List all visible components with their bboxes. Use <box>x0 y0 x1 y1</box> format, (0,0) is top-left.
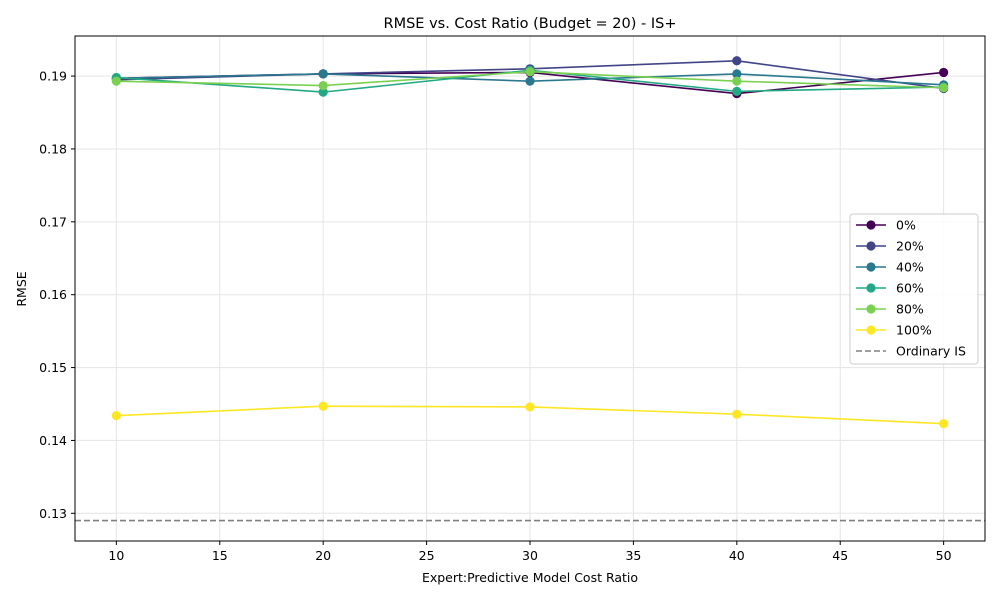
legend-marker <box>866 262 876 272</box>
x-tick-label: 20 <box>315 548 331 563</box>
legend-label: 80% <box>896 302 924 317</box>
legend-marker <box>866 220 876 230</box>
legend-box <box>849 213 979 365</box>
legend-label: 100% <box>896 323 932 338</box>
legend-marker <box>866 304 876 314</box>
legend-label: 0% <box>896 218 916 233</box>
y-tick-label: 0.17 <box>39 214 67 229</box>
legend-label: 40% <box>896 260 924 275</box>
x-tick-label: 25 <box>419 548 435 563</box>
data-point <box>732 86 742 96</box>
y-tick-label: 0.18 <box>39 141 67 156</box>
legend: 0% 20% 40% 60% 80% 100% Ordinary IS <box>849 213 979 365</box>
x-axis-label: Expert:Predictive Model Cost Ratio <box>422 570 638 585</box>
chart-title: RMSE vs. Cost Ratio (Budget = 20) - IS+ <box>384 16 677 32</box>
x-tick-label: 45 <box>832 548 848 563</box>
data-point <box>939 419 949 429</box>
data-point <box>525 402 535 412</box>
data-point <box>111 76 121 86</box>
data-point <box>318 87 328 97</box>
x-tick-label: 40 <box>729 548 745 563</box>
grid-layer <box>75 36 985 541</box>
x-tick-label: 10 <box>108 548 124 563</box>
series-layer <box>111 56 949 429</box>
data-point <box>318 69 328 79</box>
data-point <box>525 76 535 86</box>
x-tick-label: 35 <box>625 548 641 563</box>
legend-label: 20% <box>896 239 924 254</box>
data-point <box>318 80 328 91</box>
y-tick-label: 0.14 <box>39 433 67 448</box>
legend-label: Ordinary IS <box>896 344 966 359</box>
legend-marker <box>866 325 876 335</box>
y-tick-label: 0.13 <box>39 506 67 521</box>
x-tick-label: 15 <box>212 548 228 563</box>
y-axis-label: RMSE <box>14 271 29 306</box>
data-point <box>939 83 949 93</box>
x-tick-label: 50 <box>936 548 952 563</box>
data-point <box>318 401 328 411</box>
legend-marker <box>866 241 876 251</box>
data-point <box>732 69 742 79</box>
data-point <box>525 67 535 77</box>
y-tick-label: 0.16 <box>39 287 67 302</box>
legend-label: 60% <box>896 281 924 296</box>
y-tick-label: 0.15 <box>39 360 67 375</box>
legend-marker <box>866 283 876 293</box>
data-point <box>732 409 742 419</box>
data-point <box>732 56 742 66</box>
tick-layer: 10 15 20 25 30 35 40 45 50 0.13 0.14 0.15 0.16 0.17 0.… <box>39 69 951 563</box>
x-tick-label: 30 <box>522 548 538 563</box>
y-tick-label: 0.19 <box>39 69 67 84</box>
data-point <box>111 411 121 421</box>
data-point <box>732 76 742 86</box>
data-point <box>939 67 949 78</box>
